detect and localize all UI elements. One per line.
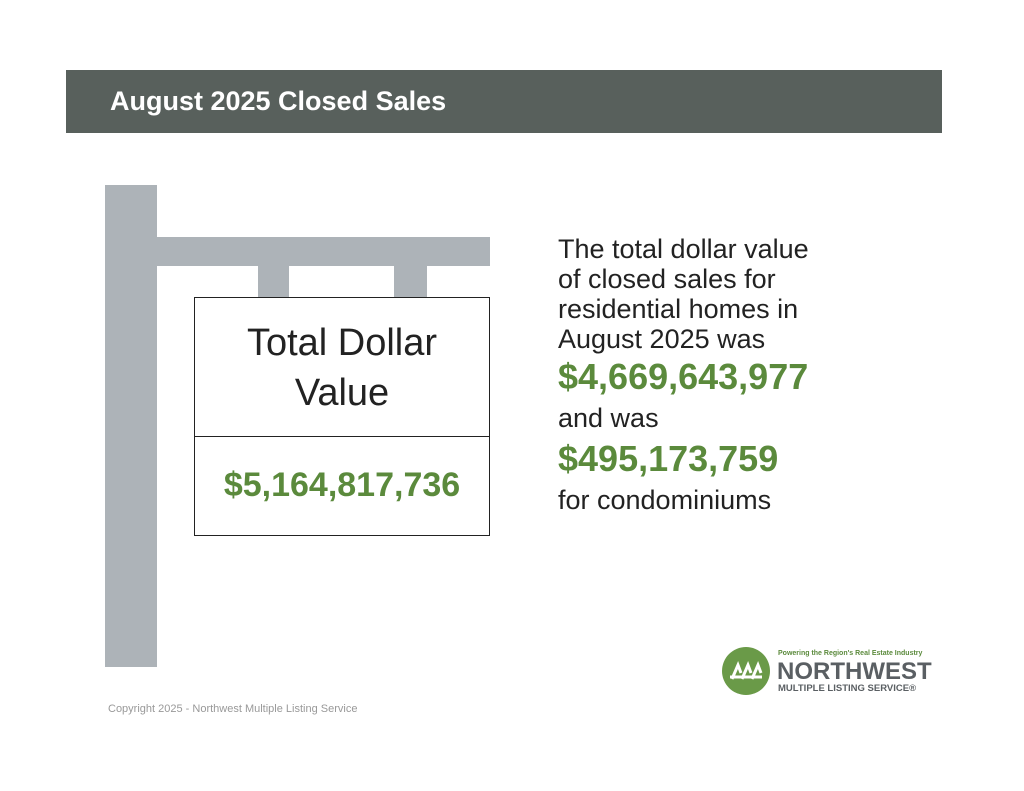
footer-copyright: Copyright 2025 - Northwest Multiple List… [108, 703, 358, 715]
sign-board: Total Dollar Value $5,164,817,736 [194, 297, 490, 536]
residential-value: $4,669,643,977 [558, 356, 809, 397]
sign-value: $5,164,817,736 [223, 466, 461, 504]
sign-post [105, 185, 157, 667]
header-title: August 2025 Closed Sales [110, 86, 447, 116]
header-bar: August 2025 Closed Sales [66, 70, 942, 133]
condo-value: $495,173,759 [558, 438, 779, 479]
sign-arm [157, 237, 490, 266]
sign-hanger [258, 266, 289, 297]
logo-trees [730, 660, 763, 680]
sign-label: Total Dollar Value [246, 322, 438, 414]
sign-divider [195, 436, 489, 437]
summary-connector: and was [558, 403, 659, 433]
logo-icon [722, 647, 770, 695]
logo-subname: MULTIPLE LISTING SERVICE® [778, 683, 917, 694]
logo-tagline: Powering the Region's Real Estate Indust… [778, 650, 923, 657]
summary-intro: The total dollar value of closed sales f… [558, 234, 809, 354]
sign-hanger [394, 266, 427, 297]
summary-outro: for condominiums [558, 485, 772, 515]
logo-name: NORTHWEST [777, 658, 932, 685]
summary: The total dollar value of closed sales f… [558, 234, 838, 518]
